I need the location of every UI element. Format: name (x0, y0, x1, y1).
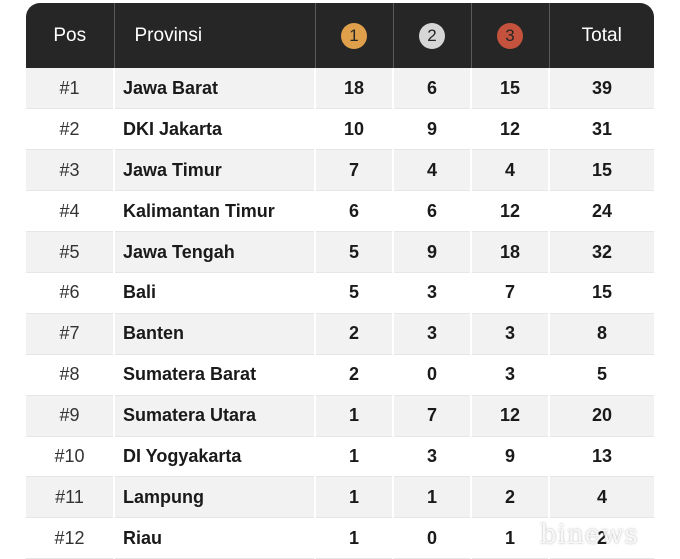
row-gold: 6 (315, 190, 394, 233)
row-gold: 10 (315, 108, 394, 151)
row-gold: 1 (315, 517, 394, 559)
row-bronze: 4 (471, 149, 550, 192)
header-bronze: 3 (471, 3, 550, 68)
row-province: Kalimantan Timur (114, 190, 316, 233)
row-total: 5 (549, 354, 654, 396)
row-silver: 0 (393, 517, 472, 559)
row-total: 24 (549, 190, 654, 233)
table-row: #9 Sumatera Utara 1 7 12 20 (26, 395, 654, 437)
row-gold: 5 (315, 231, 394, 273)
row-province: Lampung (114, 476, 316, 519)
row-bronze: 1 (471, 517, 550, 559)
row-silver: 9 (393, 108, 472, 151)
row-bronze: 3 (471, 313, 550, 355)
row-total: 2 (549, 517, 654, 559)
row-gold: 2 (315, 354, 394, 396)
table-row: #4 Kalimantan Timur 6 6 12 24 (26, 190, 654, 233)
row-bronze: 15 (471, 68, 550, 110)
row-total: 31 (549, 108, 654, 151)
row-pos: #8 (26, 354, 115, 396)
row-bronze: 9 (471, 436, 550, 478)
row-pos: #2 (26, 108, 115, 151)
table-row: #7 Banten 2 3 3 8 (26, 313, 654, 355)
row-total: 8 (549, 313, 654, 355)
table-row: #10 DI Yogyakarta 1 3 9 13 (26, 436, 654, 478)
row-bronze: 12 (471, 108, 550, 151)
header-gold: 1 (315, 3, 394, 68)
row-total: 15 (549, 149, 654, 192)
row-province: Jawa Timur (114, 149, 316, 192)
row-pos: #12 (26, 517, 115, 559)
row-gold: 1 (315, 436, 394, 478)
table-row: #1 Jawa Barat 18 6 15 39 (26, 68, 654, 110)
row-province: Riau (114, 517, 316, 559)
row-silver: 7 (393, 395, 472, 437)
row-pos: #7 (26, 313, 115, 355)
row-silver: 3 (393, 313, 472, 355)
row-silver: 3 (393, 436, 472, 478)
row-bronze: 2 (471, 476, 550, 519)
row-total: 13 (549, 436, 654, 478)
medal-table: Pos Provinsi 1 2 3 Total #1 Jawa Barat 18 6… (26, 3, 654, 559)
row-pos: #1 (26, 68, 115, 110)
row-total: 4 (549, 476, 654, 519)
header-silver: 2 (393, 3, 472, 68)
row-bronze: 18 (471, 231, 550, 273)
row-silver: 6 (393, 190, 472, 233)
row-silver: 6 (393, 68, 472, 110)
row-province: Sumatera Utara (114, 395, 316, 437)
watermark-logo: binews (540, 520, 639, 550)
row-province: DI Yogyakarta (114, 436, 316, 478)
row-bronze: 12 (471, 395, 550, 437)
row-province: Jawa Barat (114, 68, 316, 110)
silver-medal-icon: 2 (419, 22, 445, 49)
row-total: 32 (549, 231, 654, 273)
row-province: Banten (114, 313, 316, 355)
row-pos: #11 (26, 476, 115, 519)
row-pos: #10 (26, 436, 115, 478)
table-row: #12 Riau 1 0 1 2 (26, 517, 654, 559)
row-province: Jawa Tengah (114, 231, 316, 273)
table-row: #11 Lampung 1 1 2 4 (26, 476, 654, 519)
row-bronze: 3 (471, 354, 550, 396)
row-province: Bali (114, 272, 316, 314)
row-gold: 18 (315, 68, 394, 110)
row-pos: #4 (26, 190, 115, 233)
row-total: 39 (549, 68, 654, 110)
bronze-medal-icon: 3 (497, 22, 523, 49)
row-silver: 9 (393, 231, 472, 273)
table-header: Pos Provinsi 1 2 3 Total (26, 3, 654, 68)
table-row: #3 Jawa Timur 7 4 4 15 (26, 149, 654, 192)
header-pos: Pos (26, 3, 115, 68)
row-pos: #9 (26, 395, 115, 437)
row-pos: #3 (26, 149, 115, 192)
row-gold: 1 (315, 395, 394, 437)
row-province: Sumatera Barat (114, 354, 316, 396)
row-silver: 3 (393, 272, 472, 314)
row-silver: 1 (393, 476, 472, 519)
row-pos: #5 (26, 231, 115, 273)
row-gold: 5 (315, 272, 394, 314)
row-gold: 2 (315, 313, 394, 355)
table-row: #2 DKI Jakarta 10 9 12 31 (26, 108, 654, 151)
row-gold: 7 (315, 149, 394, 192)
row-bronze: 7 (471, 272, 550, 314)
row-province: DKI Jakarta (114, 108, 316, 151)
table-row: #5 Jawa Tengah 5 9 18 32 (26, 231, 654, 273)
row-silver: 4 (393, 149, 472, 192)
table-row: #8 Sumatera Barat 2 0 3 5 (26, 354, 654, 396)
row-total: 15 (549, 272, 654, 314)
row-pos: #6 (26, 272, 115, 314)
header-total: Total (581, 24, 622, 46)
row-bronze: 12 (471, 190, 550, 233)
table-row: #6 Bali 5 3 7 15 (26, 272, 654, 314)
header-province: Provinsi (114, 3, 316, 68)
row-total: 20 (549, 395, 654, 437)
table-body: #1 Jawa Barat 18 6 15 39 #2 DKI Jakarta 10 9 12 31 #… (26, 68, 654, 559)
gold-medal-icon: 1 (341, 22, 367, 49)
row-gold: 1 (315, 476, 394, 519)
row-silver: 0 (393, 354, 472, 396)
